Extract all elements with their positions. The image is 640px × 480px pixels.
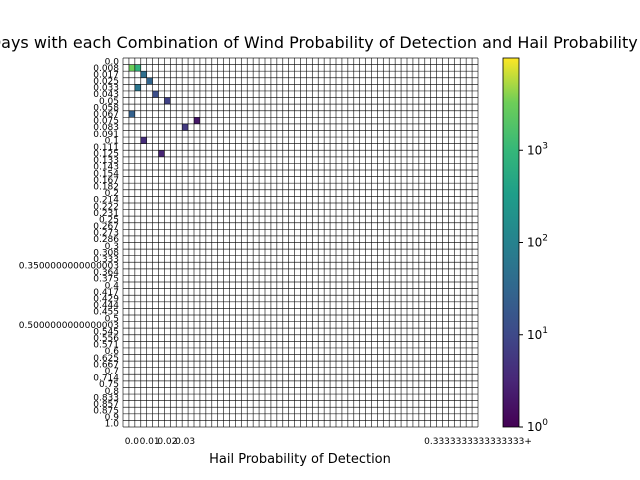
y-tick-labels: 0.00.0080.0170.0250.0330.0430.050.0580.0… bbox=[19, 57, 119, 429]
y-tick-label: 0.167 bbox=[93, 176, 119, 186]
y-tick-label: 0.545 bbox=[93, 327, 119, 337]
y-tick-label: 0.455 bbox=[93, 308, 119, 318]
y-tick-label: 0.9 bbox=[105, 413, 120, 423]
heatmap-cell bbox=[134, 84, 141, 91]
heatmap-cell bbox=[134, 64, 141, 72]
x-axis-label: Hail Probability of Detection bbox=[209, 452, 391, 467]
y-tick-label: 0.5 bbox=[105, 314, 119, 324]
y-tick-label: 0.556 bbox=[93, 334, 119, 344]
y-tick-label: 0.025 bbox=[93, 77, 119, 87]
y-tick-label: 0.05 bbox=[99, 97, 119, 107]
y-tick-label: 0.017 bbox=[93, 70, 119, 80]
heatmap-cell bbox=[164, 97, 171, 105]
chart-title: Number of Days with each Combination of … bbox=[0, 33, 640, 52]
y-tick-label: 0.214 bbox=[93, 196, 119, 206]
y-tick-label: 0.2 bbox=[105, 189, 119, 199]
y-tick-label: 0.3 bbox=[105, 242, 119, 252]
y-tick-label: 0.6 bbox=[105, 347, 120, 357]
colorbar bbox=[502, 57, 520, 428]
x-tick-label: 0.0 bbox=[125, 437, 140, 447]
y-tick-label: 0.429 bbox=[93, 295, 119, 305]
x-tick-label: 0.3333333333333333+ bbox=[424, 437, 532, 447]
y-tick-label: 0.058 bbox=[93, 103, 119, 113]
y-tick-label: 0.667 bbox=[93, 360, 119, 370]
y-tick-label: 0.333 bbox=[93, 255, 119, 265]
plot-area bbox=[122, 57, 479, 428]
y-tick-label: 0.111 bbox=[93, 143, 119, 153]
y-tick-label: 0.4 bbox=[105, 281, 120, 291]
y-tick-label: 0.3500000000000003 bbox=[19, 262, 119, 272]
y-tick-label: 0.444 bbox=[93, 301, 119, 311]
y-tick-label: 0.364 bbox=[93, 268, 119, 278]
y-tick-label: 0.857 bbox=[93, 400, 119, 410]
heatmap-cell bbox=[158, 150, 165, 157]
y-tick-label: 0.625 bbox=[93, 354, 119, 364]
x-tick-label: 0.03 bbox=[175, 437, 195, 447]
y-tick-label: 0.133 bbox=[93, 156, 119, 166]
heatmap-cell bbox=[140, 71, 147, 78]
cell-gridlines bbox=[122, 57, 479, 428]
y-tick-label: 1.0 bbox=[105, 420, 120, 430]
y-tick-label: 0.033 bbox=[93, 84, 119, 94]
y-tick-label: 0.154 bbox=[93, 169, 119, 179]
colorbar-gradient bbox=[502, 57, 520, 428]
y-tick-label: 0.714 bbox=[93, 374, 119, 384]
y-tick-label: 0.0 bbox=[105, 57, 120, 67]
y-tick-label: 0.091 bbox=[93, 130, 119, 140]
y-tick-label: 0.75 bbox=[99, 380, 119, 390]
y-tick-label: 0.083 bbox=[93, 123, 119, 133]
heatmap-cell bbox=[194, 117, 200, 124]
y-tick-label: 0.043 bbox=[93, 90, 119, 100]
y-tick-label: 0.182 bbox=[93, 182, 119, 192]
y-tick-label: 0.075 bbox=[93, 117, 119, 127]
y-tick-label: 0.875 bbox=[93, 407, 119, 417]
y-tick-label: 0.8 bbox=[105, 387, 120, 397]
x-tick-label: 0.01 bbox=[140, 437, 160, 447]
y-tick-label: 0.231 bbox=[93, 209, 119, 219]
heatmap-cell bbox=[152, 90, 159, 98]
y-tick-label: 0.417 bbox=[93, 288, 119, 298]
y-tick-label: 0.222 bbox=[93, 202, 119, 212]
x-tick-labels: 0.0 0.010.020.03 0.3333333333333333+ bbox=[125, 437, 532, 447]
y-tick-label: 0.375 bbox=[93, 275, 119, 285]
heatmap-cell bbox=[128, 110, 135, 118]
y-tick-label: 0.25 bbox=[99, 215, 119, 225]
heatmap-cell bbox=[182, 123, 189, 131]
y-tick-label: 0.125 bbox=[93, 150, 119, 160]
heatmap-cell bbox=[146, 77, 153, 85]
y-tick-label: 0.008 bbox=[93, 64, 119, 74]
y-tick-label: 0.571 bbox=[93, 341, 119, 351]
y-tick-label: 0.067 bbox=[93, 110, 119, 120]
heatmap-cell bbox=[140, 137, 147, 144]
y-tick-label: 0.143 bbox=[93, 163, 119, 173]
y-tick-label: 0.7 bbox=[105, 367, 119, 377]
heatmap-cell bbox=[128, 64, 135, 72]
y-tick-label: 0.833 bbox=[93, 393, 119, 403]
y-tick-label: 0.273 bbox=[93, 229, 119, 239]
y-tick-label: 0.308 bbox=[93, 248, 119, 258]
x-tick-label: 0.02 bbox=[157, 437, 177, 447]
y-tick-label: 0.5000000000000003 bbox=[19, 321, 119, 331]
y-tick-label: 0.286 bbox=[93, 235, 119, 245]
y-tick-label: 0.1 bbox=[105, 136, 119, 146]
y-tick-label: 0.267 bbox=[93, 222, 119, 232]
